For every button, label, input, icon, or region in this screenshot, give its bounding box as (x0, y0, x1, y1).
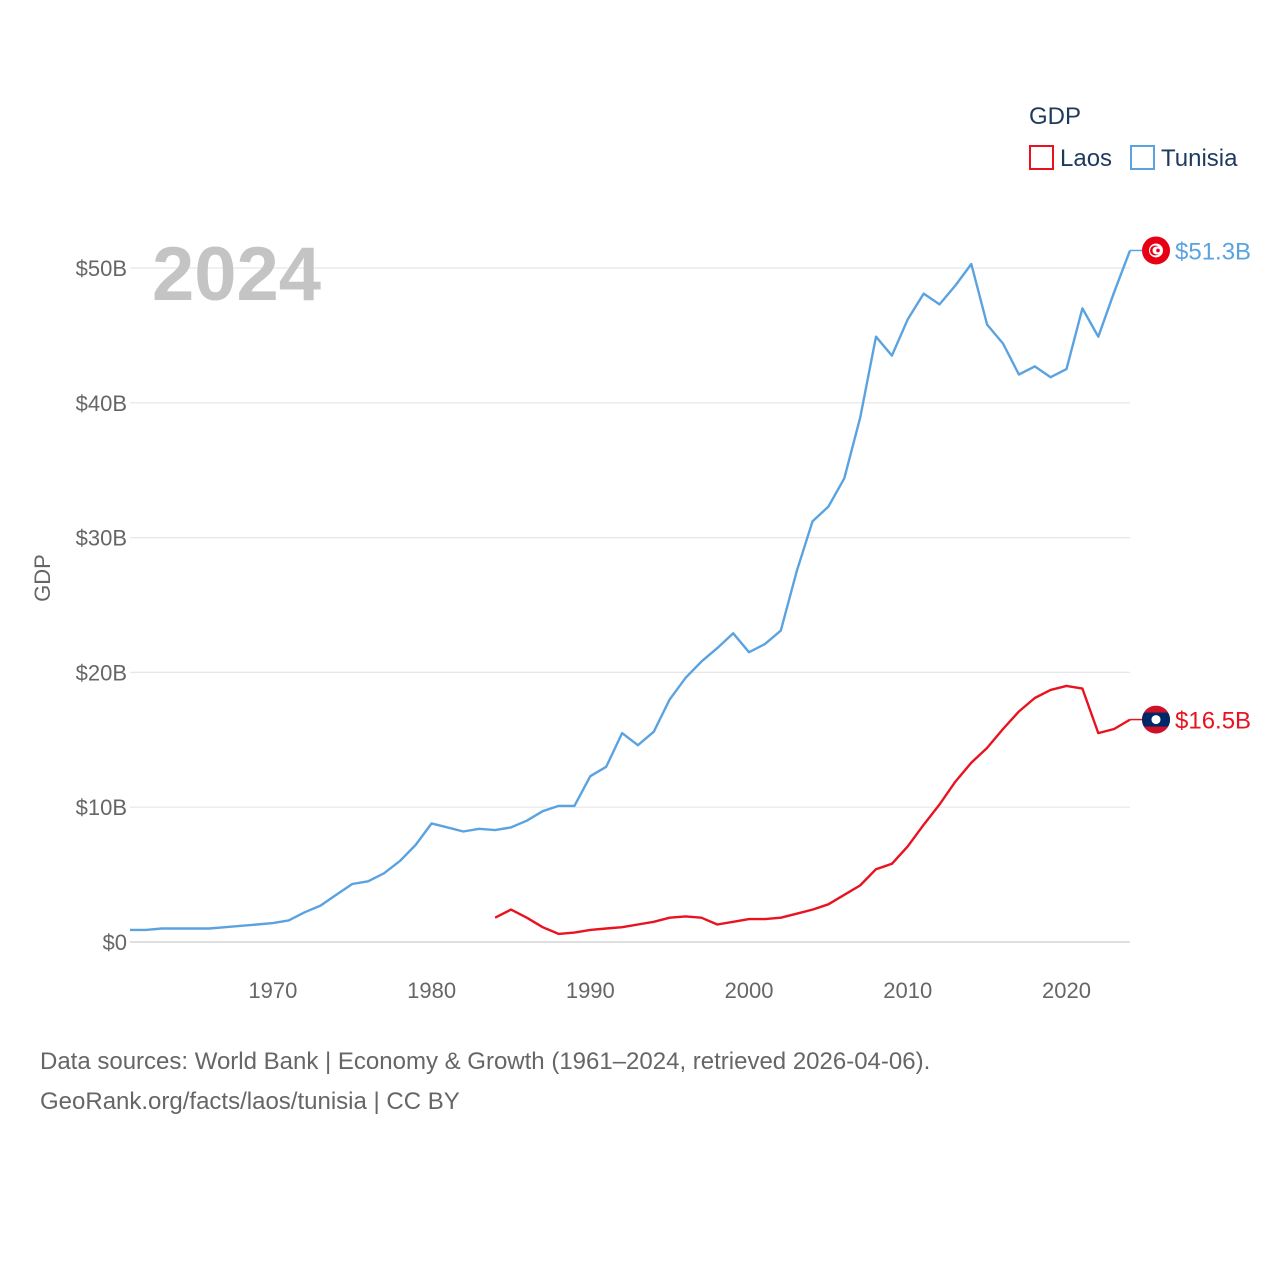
data-sources-text: Data sources: World Bank | Economy & Gro… (40, 1048, 931, 1075)
year-overlay: 2024 (152, 232, 321, 317)
y-axis-title: GDP (30, 554, 55, 602)
tunisia-flag-icon (1142, 236, 1170, 265)
legend-label-laos: Laos (1060, 145, 1112, 172)
footer: Data sources: World Bank | Economy & Gro… (40, 1042, 930, 1122)
y-axis-ticks: $0 $10B $20B $30B $40B $50B (76, 256, 127, 955)
x-axis-ticks: 1970 1980 1990 2000 2010 2020 (248, 978, 1091, 1003)
y-tick-label: $50B (76, 256, 127, 281)
y-tick-label: $10B (76, 795, 127, 820)
series-line-laos (494, 684, 1131, 936)
x-tick-label: 1980 (407, 978, 456, 1003)
legend-swatch-tunisia (1130, 145, 1155, 170)
laos-flag-icon (1142, 705, 1170, 734)
x-tick-label: 1970 (248, 978, 297, 1003)
y-tick-label: $40B (76, 391, 127, 416)
grid-lines (130, 267, 1130, 943)
end-labels: $16.5B $51.3B (1130, 236, 1251, 735)
legend: GDP Laos Tunisia (1029, 103, 1238, 172)
series-lines (130, 250, 1132, 936)
x-tick-label: 2000 (725, 978, 774, 1003)
end-label-laos: $16.5B (1175, 708, 1251, 735)
x-tick-label: 2020 (1042, 978, 1091, 1003)
y-tick-label: $0 (103, 930, 127, 955)
y-tick-label: $30B (76, 526, 127, 551)
legend-label-tunisia: Tunisia (1161, 145, 1238, 172)
y-tick-label: $20B (76, 660, 127, 685)
x-tick-label: 1990 (566, 978, 615, 1003)
legend-swatch-laos (1029, 145, 1054, 170)
legend-title: GDP (1029, 103, 1081, 130)
x-tick-label: 2010 (883, 978, 932, 1003)
gdp-line-chart: $0 $10B $20B $30B $40B $50B 1970 1980 1990 2000 2… (30, 103, 1251, 1003)
attribution-link[interactable]: GeoRank.org/facts/laos/tunisia | CC BY (40, 1088, 460, 1115)
series-line-tunisia (130, 250, 1132, 932)
end-label-tunisia: $51.3B (1175, 238, 1251, 265)
